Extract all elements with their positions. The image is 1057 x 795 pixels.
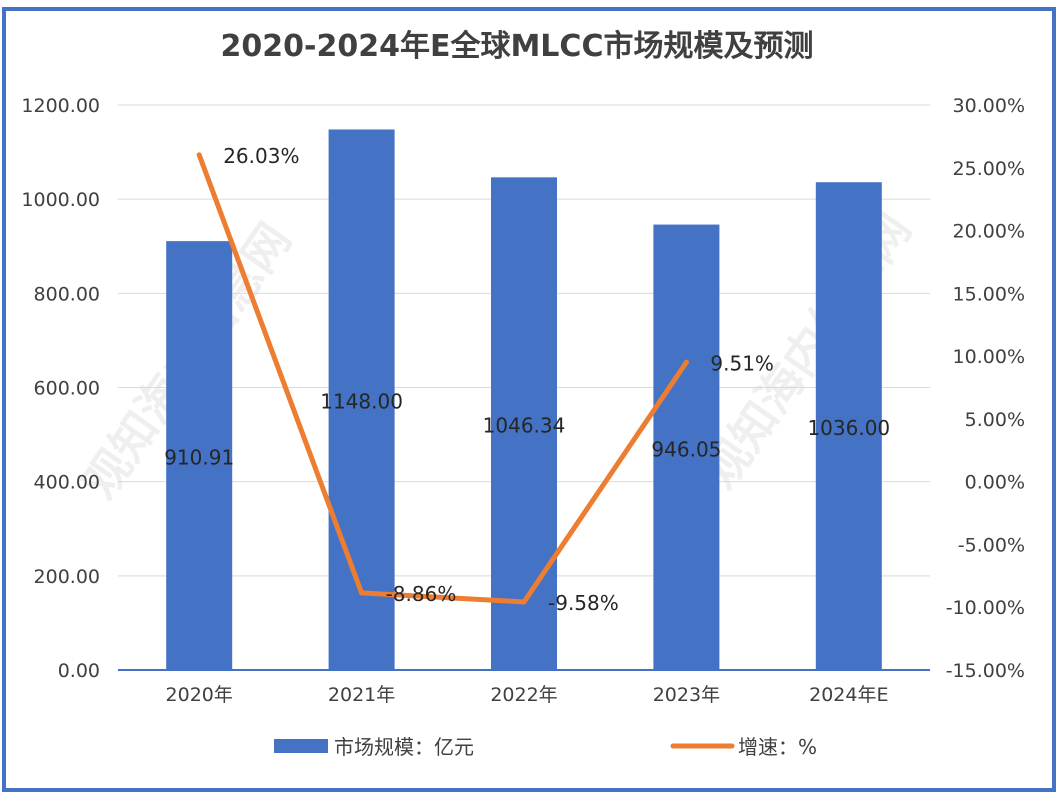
line-point xyxy=(196,152,202,158)
line-point xyxy=(359,590,365,596)
left-tick-label: 400.00 xyxy=(34,472,100,494)
line-value-label: 9.51% xyxy=(710,351,774,375)
bar xyxy=(491,177,557,670)
right-tick-label: -15.00% xyxy=(946,660,1025,682)
right-tick-label: 25.00% xyxy=(953,158,1025,180)
right-tick-label: 5.00% xyxy=(965,409,1025,431)
bar xyxy=(328,129,395,670)
axes: 0.00 200.00 400.00 600.00 800.00 1000.00 1200.… xyxy=(21,95,1025,706)
left-tick-label: 600.00 xyxy=(34,378,100,400)
right-tick-label: 30.00% xyxy=(953,95,1025,117)
growth-line xyxy=(196,152,689,605)
left-tick-label: 1200.00 xyxy=(21,95,100,117)
right-tick-label: 10.00% xyxy=(953,346,1025,368)
bar xyxy=(815,182,882,670)
x-tick-label: 2024年E xyxy=(809,684,888,706)
bar-value-label: 1148.00 xyxy=(320,390,403,414)
data-labels: 910.91 1148.00 1046.34 946.05 1036.00 26.03% -… xyxy=(164,144,890,615)
bar xyxy=(653,224,720,671)
line-point xyxy=(683,359,689,365)
legend: 市场规模：亿元 增速：% xyxy=(274,735,817,759)
left-tick-label: 1000.00 xyxy=(21,189,100,211)
right-tick-label: -5.00% xyxy=(958,534,1025,556)
right-tick-label: -10.00% xyxy=(946,597,1025,619)
x-tick-label: 2021年 xyxy=(328,684,395,706)
legend-swatch-bar xyxy=(274,739,328,753)
chart-title: 2020-2024年E全球MLCC市场规模及预测 xyxy=(221,29,814,64)
left-tick-label: 200.00 xyxy=(34,566,100,588)
x-tick-label: 2022年 xyxy=(490,684,557,706)
legend-label-line: 增速：% xyxy=(738,735,817,759)
line-point xyxy=(521,599,527,605)
x-tick-label: 2023年 xyxy=(653,684,720,706)
left-tick-label: 0.00 xyxy=(58,660,100,682)
right-tick-label: 0.00% xyxy=(965,472,1025,494)
line-value-label: -9.58% xyxy=(548,591,619,615)
x-tick-label: 2020年 xyxy=(166,684,233,706)
bar-value-label: 1046.34 xyxy=(483,414,566,438)
left-tick-label: 800.00 xyxy=(34,283,100,305)
line-value-label: 26.03% xyxy=(223,144,299,168)
bar-value-label: 1036.00 xyxy=(807,416,890,440)
bar-value-label: 910.91 xyxy=(164,446,234,470)
bar xyxy=(166,241,233,670)
bars xyxy=(166,129,882,671)
legend-label-bar: 市场规模：亿元 xyxy=(334,735,474,759)
right-tick-label: 15.00% xyxy=(953,283,1025,305)
bar-value-label: 946.05 xyxy=(651,437,721,461)
line-series xyxy=(196,152,689,605)
line-value-label: -8.86% xyxy=(386,582,457,606)
right-tick-label: 20.00% xyxy=(953,221,1025,243)
